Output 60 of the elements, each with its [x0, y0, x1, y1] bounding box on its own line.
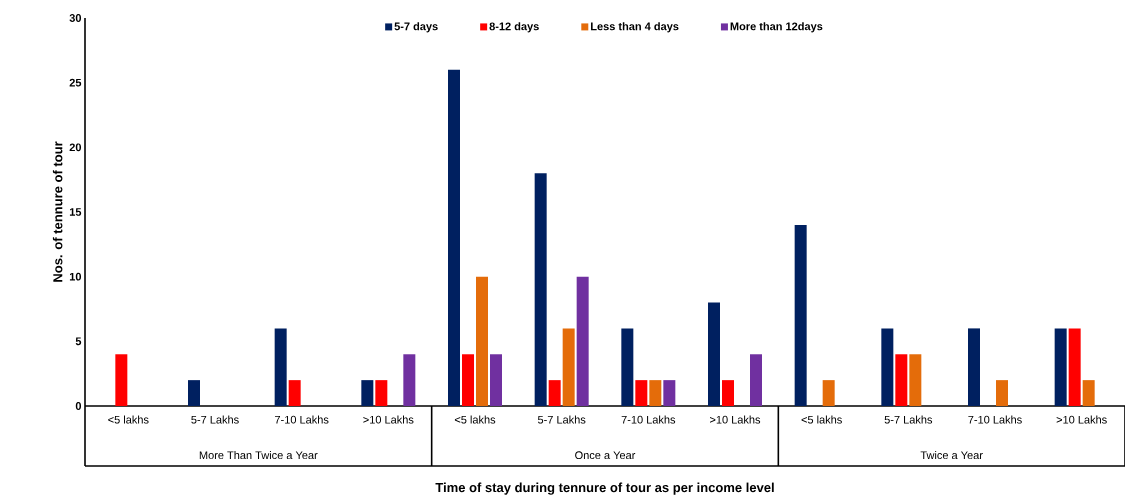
bar: [288, 380, 301, 406]
x-tick-label: 7-10 Lakhs: [275, 415, 329, 424]
bar: [562, 328, 575, 406]
x-tick-label: 7-10 Lakhs: [621, 415, 676, 424]
bar: [649, 380, 662, 406]
bar: [794, 224, 807, 406]
bar: [403, 354, 416, 406]
bar: [895, 354, 908, 406]
bar: [548, 380, 561, 406]
x-tick-label: <5 lakhs: [801, 415, 842, 424]
y-tick-label: 25: [69, 78, 82, 87]
y-tick-label: 20: [69, 143, 82, 152]
bar: [274, 328, 287, 406]
text: Twice a Year: [920, 451, 983, 460]
y-tick-label: 5: [75, 337, 82, 346]
bar: [462, 354, 474, 406]
bar: [361, 380, 374, 406]
bar: [476, 276, 488, 406]
y-tick-label: 10: [69, 272, 82, 281]
bar: [968, 328, 980, 406]
bar: [881, 328, 894, 406]
legend-label: Less than 4 days: [591, 22, 679, 33]
x-tick-label: >10 Lakhs: [1056, 415, 1107, 424]
bar: [490, 354, 502, 406]
bar: [1054, 328, 1067, 406]
bar: [576, 276, 589, 406]
x-tick-label: 7-10 Lakhs: [968, 415, 1022, 424]
bar: [750, 354, 762, 406]
y-tick-label: 30: [69, 14, 82, 22]
bar: [188, 380, 200, 406]
text: More Than Twice a Year: [199, 451, 318, 460]
bar: [635, 380, 648, 406]
y-axis-title: Nos. of tennure of tour: [52, 141, 63, 282]
bar: [115, 354, 128, 406]
bar: [663, 380, 676, 406]
bar: [909, 354, 922, 406]
x-tick-label: >10 Lakhs: [710, 415, 761, 424]
x-tick-label: 5-7 Lakhs: [884, 415, 933, 424]
bar: [996, 380, 1008, 406]
bar: [534, 173, 547, 406]
bar: [822, 380, 835, 406]
bar: [375, 380, 388, 406]
bar: [722, 380, 734, 406]
text: Once a Year: [575, 451, 636, 460]
legend-label: More than 12days: [730, 22, 823, 33]
x-tick-label: 5-7 Lakhs: [191, 415, 239, 424]
bar: [448, 69, 460, 406]
bar: [708, 302, 720, 406]
bar: [1068, 328, 1081, 406]
x-tick-label: <5 lakhs: [108, 415, 149, 424]
y-tick-label: 0: [75, 402, 82, 410]
x-tick-label: 5-7 Lakhs: [537, 415, 586, 424]
legend-label: 5-7 days: [394, 22, 438, 33]
x-tick-label: <5 lakhs: [454, 415, 496, 424]
x-tick-label: >10 Lakhs: [363, 415, 414, 424]
bar: [621, 328, 634, 406]
x-axis-title: Time of stay during tennure of tour as per income level: [435, 482, 774, 495]
legend-label: 8-12 days: [489, 22, 539, 33]
bar: [1082, 380, 1095, 406]
y-tick-label: 15: [69, 208, 82, 216]
